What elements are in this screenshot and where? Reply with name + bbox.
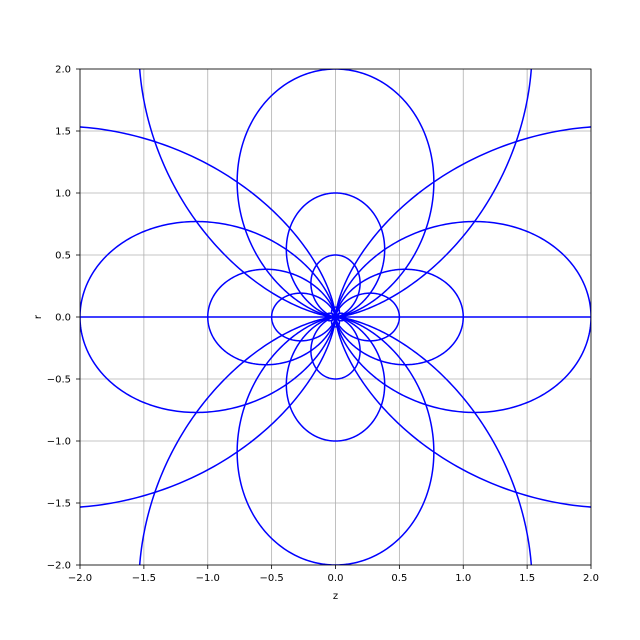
xtick-label: −0.5 — [259, 573, 283, 584]
ytick-label: −1.0 — [47, 437, 71, 448]
xtick-label: −2.0 — [68, 573, 92, 584]
ytick-label: 0.5 — [55, 251, 71, 262]
xtick-label: −1.5 — [132, 573, 156, 584]
ytick-label: −2.0 — [47, 561, 71, 572]
ytick-label: 0.0 — [55, 313, 71, 324]
ytick-label: 1.5 — [55, 127, 71, 138]
xtick-label: −1.0 — [196, 573, 220, 584]
ytick-label: 1.0 — [55, 189, 71, 200]
xtick-label: 0.0 — [328, 573, 344, 584]
x-axis-label: z — [333, 591, 338, 602]
ytick-label: −1.5 — [47, 499, 71, 510]
xtick-label: 1.5 — [519, 573, 535, 584]
ytick-label: −0.5 — [47, 375, 71, 386]
xtick-label: 1.0 — [455, 573, 471, 584]
chart-container: { "chart": { "type": "line", "width": 64… — [0, 0, 640, 640]
xtick-label: 2.0 — [583, 573, 599, 584]
dipole-field-chart: −2.0 −1.5 −1.0 −0.5 0.0 0.5 1.0 1.5 2.0 −2.0 −1.5 −… — [0, 0, 640, 640]
xtick-label: 0.5 — [391, 573, 407, 584]
ytick-label: 2.0 — [55, 65, 71, 76]
